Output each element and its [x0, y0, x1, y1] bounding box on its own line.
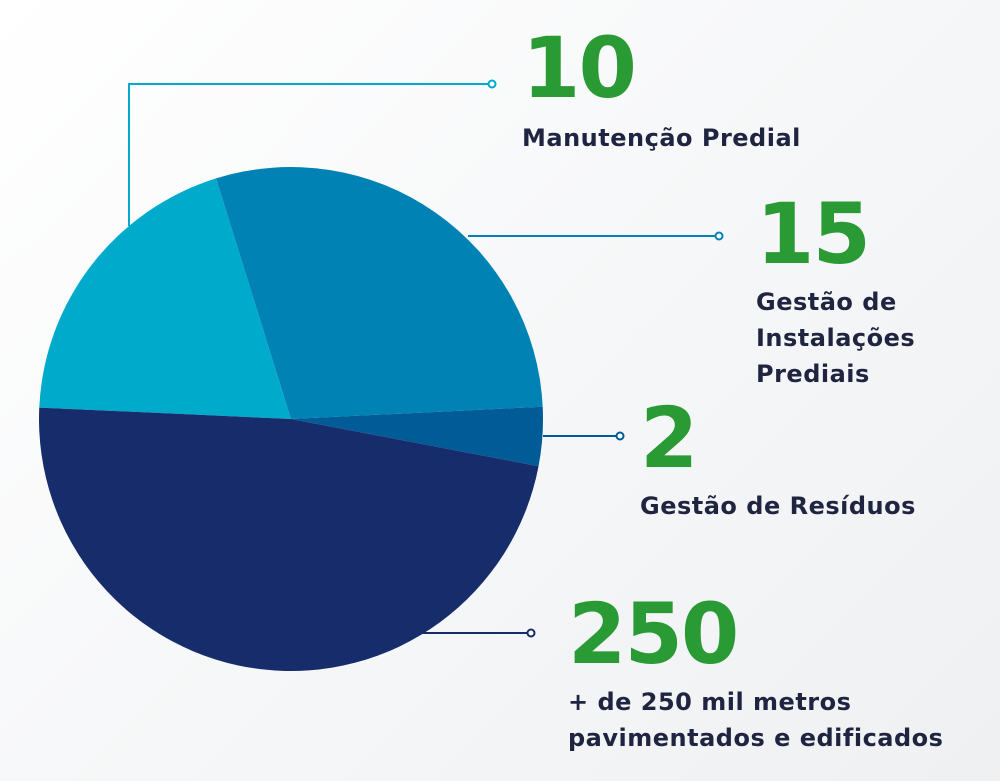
callout-gestao-residuos: 2 Gestão de Resíduos [640, 396, 916, 524]
slice-label-manutencao: Manutenção Predial [522, 120, 801, 156]
slice-value-manutencao: 10 [522, 19, 637, 117]
slice-value-residuos: 2 [640, 389, 698, 487]
callout-connectors [128, 79, 724, 638]
pie-slice-metros [38, 407, 539, 672]
callout-metros-pavimentados: 250 + de 250 mil metros pavimentados e e… [568, 592, 943, 756]
connector-dot-metros [526, 628, 536, 638]
connector-dot-residuos [615, 431, 625, 441]
slice-label-instalacoes: Gestão de Instalações Prediais [756, 284, 915, 392]
callout-manutencao-predial: 10 Manutenção Predial [522, 26, 801, 156]
slice-label-line: pavimentados e edificados [568, 724, 944, 752]
slice-label-line: Manutenção Predial [522, 124, 801, 152]
pie-slice-residuos [291, 406, 544, 467]
pie-slice-instalacoes [216, 166, 543, 419]
slice-label-residuos: Gestão de Resíduos [640, 488, 916, 524]
slice-label-line: Prediais [756, 360, 870, 388]
slice-label-line: + de 250 mil metros [568, 688, 852, 716]
callout-gestao-instalacoes: 15 Gestão de Instalações Prediais [756, 192, 915, 392]
slice-value-metros: 250 [568, 585, 739, 683]
connector-line-manutencao [128, 83, 489, 226]
pie-slices [38, 166, 544, 672]
connector-dot-instalacoes [714, 231, 724, 241]
slice-label-line: Instalações [756, 324, 916, 352]
slice-label-metros: + de 250 mil metros pavimentados e edifi… [568, 684, 943, 756]
slice-label-line: Gestão de [756, 288, 897, 316]
slice-label-line: Gestão de Resíduos [640, 492, 916, 520]
slice-value-instalacoes: 15 [756, 185, 871, 283]
connector-dot-manutencao [487, 79, 497, 89]
pie-slice-manutencao [39, 178, 292, 419]
